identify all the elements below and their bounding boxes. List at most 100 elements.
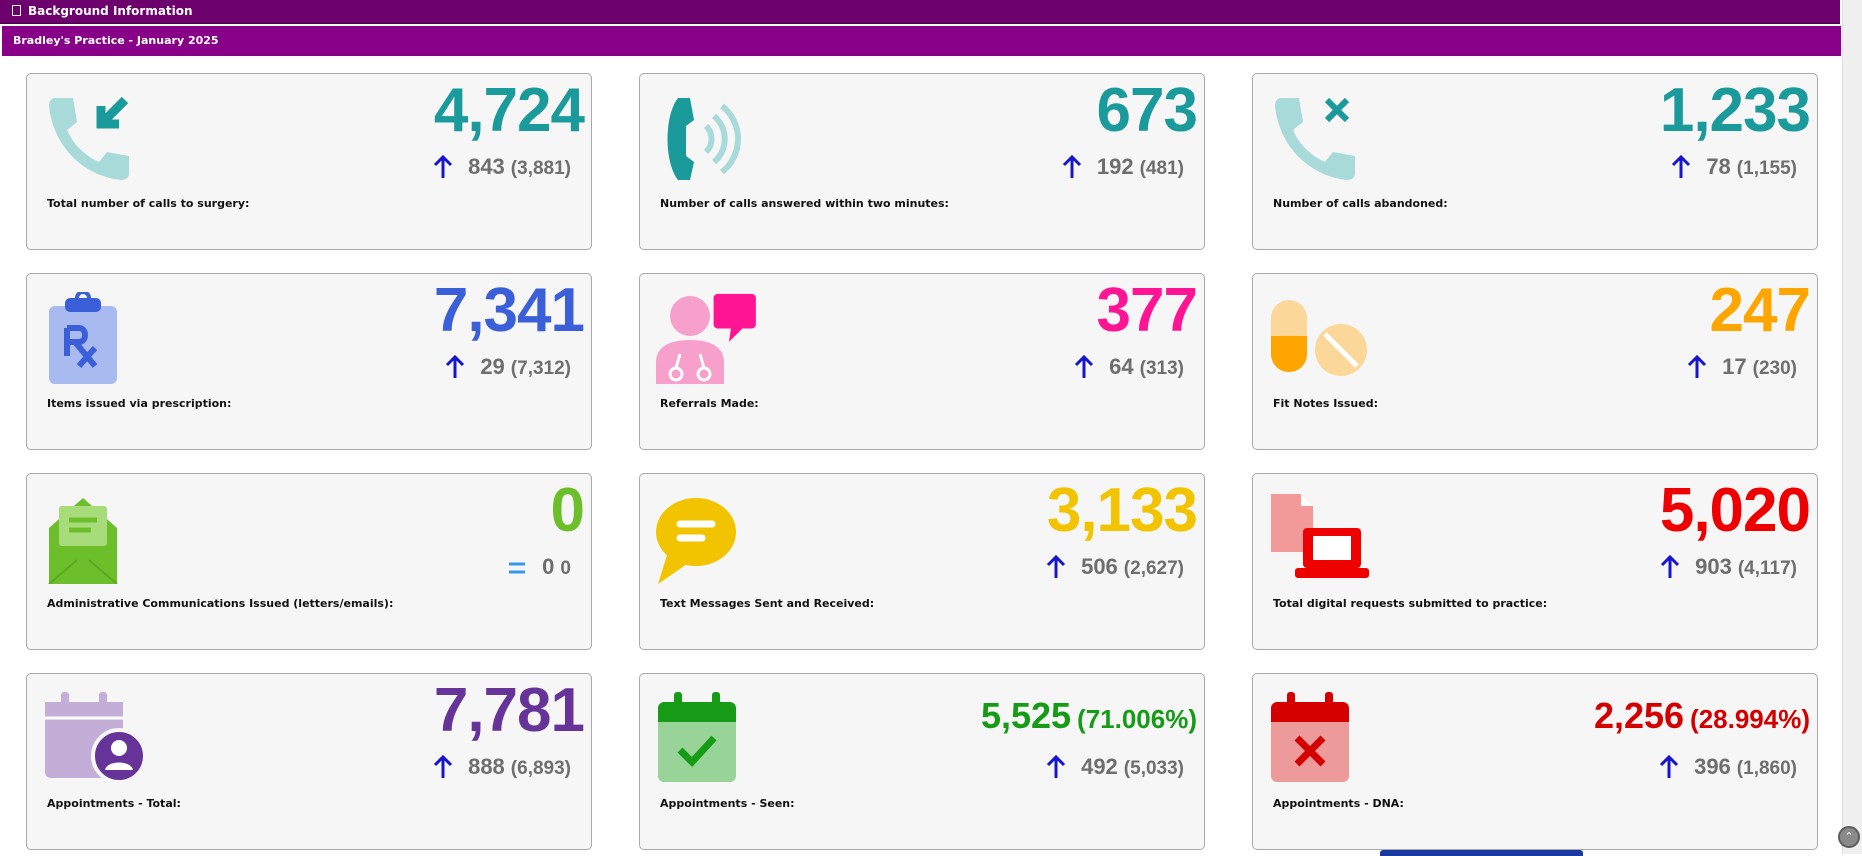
arrow-up-icon [1660, 754, 1679, 778]
card-appointments-dna: 2,256 (28.994%) 396 (1,860) Appointments -… [1252, 673, 1818, 850]
card-total-calls: 4,724 843 (3,881) Total number of calls t… [26, 73, 592, 250]
arrow-up-icon [1075, 354, 1094, 378]
card-change: 396 (1,860) [1658, 752, 1797, 782]
card-value: 7,341 [433, 276, 585, 345]
card-delta: 492 [1081, 754, 1118, 779]
card-value-number: 2,256 [1593, 695, 1685, 736]
card-calls-answered: 673 192 (481) Number of calls answered wi… [639, 73, 1205, 250]
document-icon [12, 5, 21, 16]
arrow-up-icon [1062, 154, 1081, 178]
card-value: 0 [550, 476, 585, 545]
card-previous: (230) [1752, 358, 1797, 379]
phone-missed-icon [1275, 97, 1355, 180]
card-previous: (481) [1139, 158, 1184, 179]
open-envelope-icon [48, 498, 118, 584]
arrow-up-icon [1688, 354, 1707, 378]
background-information-title: Background Information [28, 4, 193, 18]
card-digital-requests: 5,020 903 (4,117) Total digital requests … [1252, 473, 1818, 650]
card-value: 377 [1096, 276, 1198, 345]
card-delta: 64 [1109, 354, 1134, 379]
card-value-percent: (71.006%) [1077, 704, 1197, 734]
card-label: Fit Notes Issued: [1273, 397, 1378, 410]
card-previous: (313) [1139, 358, 1184, 379]
card-calls-abandoned: 1,233 78 (1,155) Number of calls abandone… [1252, 73, 1818, 250]
practice-period-bar: Bradley's Practice - January 2025 [2, 26, 1841, 56]
card-referrals: 377 64 (313) Referrals Made: [639, 273, 1205, 450]
card-delta: 29 [480, 354, 505, 379]
card-previous: (2,627) [1123, 558, 1184, 579]
card-prescription-items: 7,341 29 (7,312) Items issued via prescri… [26, 273, 592, 450]
prescription-clipboard-icon [49, 292, 117, 384]
card-value: 673 [1096, 76, 1198, 145]
equals-icon [509, 562, 526, 574]
card-label: Referrals Made: [660, 397, 759, 410]
card-previous: (3,881) [510, 158, 571, 179]
card-label: Number of calls abandoned: [1273, 197, 1448, 210]
card-value: 5,020 [1659, 476, 1811, 545]
card-value: 1,233 [1659, 76, 1811, 145]
chat-bubble-icon [656, 498, 736, 584]
calendar-check-icon [658, 692, 736, 782]
card-delta: 17 [1722, 354, 1747, 379]
card-value: 3,133 [1046, 476, 1198, 545]
card-delta: 843 [468, 154, 505, 179]
card-label: Total number of calls to surgery: [47, 197, 250, 210]
card-value-number: 5,525 [980, 695, 1072, 736]
card-previous: (5,033) [1123, 758, 1184, 779]
card-change: 29 (7,312) [444, 352, 571, 382]
scroll-to-top-button[interactable]: ⌃ [1838, 826, 1860, 848]
calendar-x-icon [1271, 692, 1349, 782]
card-value-percent: (28.994%) [1690, 704, 1810, 734]
card-value: 7,781 [433, 676, 585, 745]
phone-ringing-icon [667, 98, 741, 180]
arrow-up-icon [446, 354, 465, 378]
card-previous: (7,312) [510, 358, 571, 379]
card-change: 506 (2,627) [1045, 552, 1184, 582]
card-previous: 0 [560, 558, 571, 579]
card-change: 903 (4,117) [1659, 552, 1797, 582]
background-information-bar[interactable]: Background Information [0, 0, 1840, 24]
arrow-up-icon [1047, 754, 1066, 778]
card-delta: 0 [542, 554, 555, 579]
card-change: 78 (1,155) [1670, 152, 1797, 182]
arrow-up-icon [434, 754, 453, 778]
card-label: Appointments - Total: [47, 797, 181, 810]
scrollbar-track[interactable] [1842, 0, 1862, 854]
card-appointments-total: 7,781 888 (6,893) Appointments - Total: [26, 673, 592, 850]
practice-period-title: Bradley's Practice - January 2025 [13, 34, 219, 47]
card-delta: 396 [1694, 754, 1731, 779]
card-change: 17 (230) [1686, 352, 1797, 382]
card-delta: 78 [1706, 154, 1731, 179]
card-change: 843 (3,881) [432, 152, 571, 182]
card-text-messages: 3,133 506 (2,627) Text Messages Sent and … [639, 473, 1205, 650]
calendar-user-icon [45, 692, 143, 784]
card-label: Total digital requests submitted to prac… [1273, 597, 1548, 610]
card-delta: 903 [1695, 554, 1732, 579]
card-label: Text Messages Sent and Received: [660, 597, 875, 610]
card-previous: (1,860) [1736, 758, 1797, 779]
card-change: 192 (481) [1061, 152, 1184, 182]
card-value: 247 [1709, 276, 1811, 345]
card-previous: (1,155) [1736, 158, 1797, 179]
laptop-document-icon [1271, 494, 1369, 578]
card-value: 5,525 (71.006%) [981, 696, 1197, 739]
card-delta: 506 [1081, 554, 1118, 579]
pills-icon [1271, 300, 1367, 376]
card-label: Appointments - DNA: [1273, 797, 1404, 810]
arrow-up-icon [1672, 154, 1691, 178]
card-label: Items issued via prescription: [47, 397, 232, 410]
arrow-up-icon [434, 154, 453, 178]
card-value: 2,256 (28.994%) [1594, 696, 1810, 739]
card-change: 888 (6,893) [432, 752, 571, 782]
arrow-up-icon [1661, 554, 1680, 578]
card-label: Number of calls answered within two minu… [660, 197, 949, 210]
phone-incoming-icon [49, 96, 129, 180]
card-change: 64 (313) [1073, 352, 1184, 382]
card-appointments-seen: 5,525 (71.006%) 492 (5,033) Appointments -… [639, 673, 1205, 850]
card-fit-notes: 247 17 (230) Fit Notes Issued: [1252, 273, 1818, 450]
card-previous: (4,117) [1737, 558, 1797, 579]
bottom-tab[interactable] [1380, 850, 1583, 856]
card-delta: 888 [468, 754, 505, 779]
